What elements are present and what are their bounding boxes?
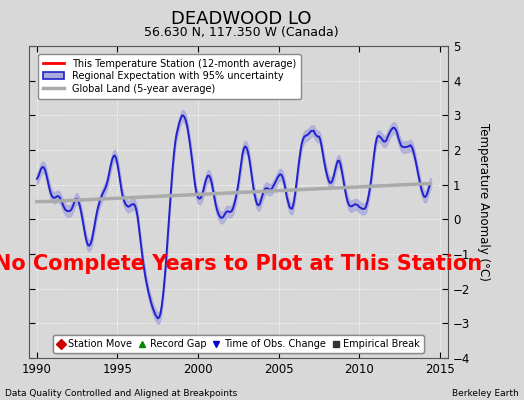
Text: 56.630 N, 117.350 W (Canada): 56.630 N, 117.350 W (Canada) [144,26,339,39]
Text: DEADWOOD LO: DEADWOOD LO [171,10,311,28]
Y-axis label: Temperature Anomaly (°C): Temperature Anomaly (°C) [477,123,490,281]
Text: Berkeley Earth: Berkeley Earth [452,389,519,398]
Legend: Station Move, Record Gap, Time of Obs. Change, Empirical Break: Station Move, Record Gap, Time of Obs. C… [53,335,424,353]
Text: Data Quality Controlled and Aligned at Breakpoints: Data Quality Controlled and Aligned at B… [5,389,237,398]
Text: No Complete Years to Plot at This Station: No Complete Years to Plot at This Statio… [0,254,483,274]
